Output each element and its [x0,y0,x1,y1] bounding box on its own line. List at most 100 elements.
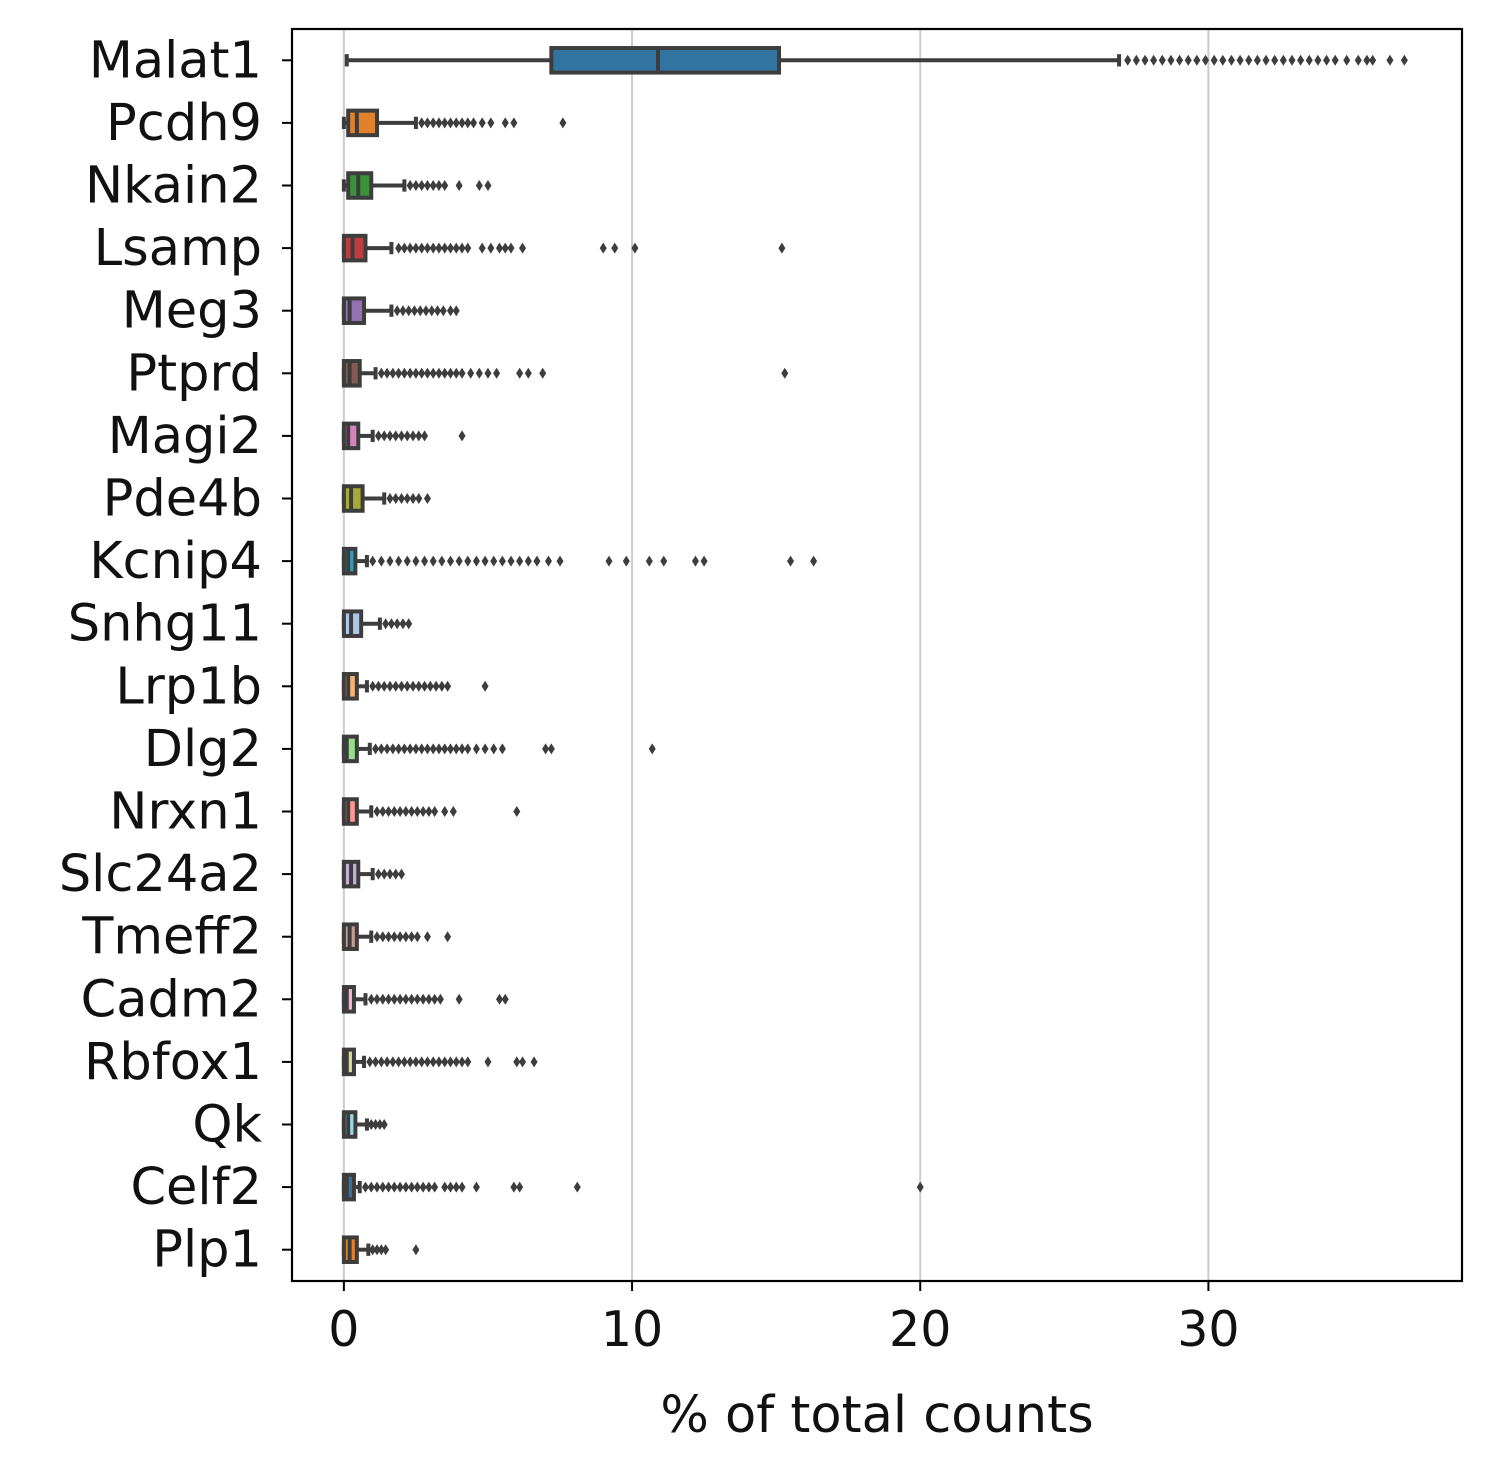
outlier-point [405,305,413,317]
box-rbfox1 [341,1047,538,1077]
outlier-point [436,993,444,1005]
box-cadm2 [341,985,509,1014]
outlier-point [402,1181,410,1193]
outlier-point [544,555,552,567]
outlier-point [507,242,515,254]
outlier-point [435,367,443,379]
box-nrxn1 [341,797,521,826]
outlier-point [444,680,452,692]
outlier-point [376,1119,384,1130]
outlier-point [648,743,656,755]
outlier-point [441,367,449,379]
outlier-point [423,743,431,755]
outlier-point [446,1056,454,1068]
outlier-point [406,367,414,379]
box-dlg2 [341,734,656,764]
y-tick-label: Plp1 [152,1221,262,1280]
outlier-point [396,993,404,1005]
iqr-box [341,296,367,325]
outlier-point [387,618,395,630]
outlier-point [573,1181,581,1193]
outlier-point [413,1181,421,1193]
outlier-point [441,1056,449,1068]
outlier-point [402,931,410,943]
outlier-point [1354,54,1362,66]
outlier-point [423,493,431,504]
outlier-point [422,305,430,317]
outlier-point [429,1056,437,1068]
outlier-point [412,1244,420,1256]
outlier-point [385,931,393,943]
outlier-point [484,180,492,191]
outlier-point [622,555,630,567]
outlier-point [398,493,406,504]
iqr-box [341,1172,356,1202]
outlier-point [412,1056,420,1068]
outlier-point [396,931,404,943]
outlier-point [396,806,404,817]
outlier-point [386,430,394,442]
outlier-point [435,180,443,191]
outlier-point [484,367,492,379]
outlier-point [380,868,388,880]
outlier-point [510,1181,518,1193]
y-tick-label: Pcdh9 [106,94,262,153]
outlier-point [458,743,466,755]
outlier-point [1236,54,1244,66]
outlier-point [412,555,420,567]
outlier-point [432,680,440,692]
outlier-point [452,305,460,317]
outlier-point [366,1056,374,1068]
outlier-point [419,1181,427,1193]
outlier-point [458,242,466,254]
outlier-point [389,743,397,755]
outlier-point [458,367,466,379]
y-tick-label: Nrxn1 [109,783,262,842]
outlier-point [542,743,550,755]
outlier-point [452,242,460,254]
outlier-point [390,806,398,817]
outlier-point [1210,54,1218,66]
outlier-point [1158,54,1166,66]
outlier-point [396,1181,404,1193]
outlier-point [395,367,403,379]
outlier-point [513,806,521,817]
outlier-point [513,1056,521,1068]
outlier-point [501,993,509,1005]
outlier-point [516,367,524,379]
outlier-point [395,555,403,567]
outlier-point [498,555,506,567]
outlier-point [402,806,410,817]
outlier-point [611,242,619,254]
outlier-point [408,993,416,1005]
outlier-point [425,993,433,1005]
iqr-box [341,359,362,388]
outlier-point [452,367,460,379]
outlier-point [412,367,420,379]
outlier-point [413,806,421,817]
outlier-point [475,367,483,379]
y-tick-label: Magi2 [108,407,262,466]
outlier-point [426,680,434,692]
outlier-point [464,242,472,254]
outlier-point [434,305,442,317]
outlier-point [393,305,401,317]
outlier-point [372,1056,380,1068]
outlier-point [361,1181,369,1193]
outlier-point [415,493,423,504]
outlier-point [385,993,393,1005]
iqr-box [341,672,359,701]
outlier-point [412,180,420,191]
outlier-point [418,367,426,379]
outlier-point [400,242,408,254]
outlier-point [481,555,489,567]
outlier-point [406,180,414,191]
outlier-point [392,493,400,504]
outlier-point [386,868,394,880]
outlier-point [778,242,786,254]
box-snhg11 [341,609,413,638]
outlier-point [408,931,416,943]
outlier-point [403,680,411,692]
outlier-point [495,242,503,254]
